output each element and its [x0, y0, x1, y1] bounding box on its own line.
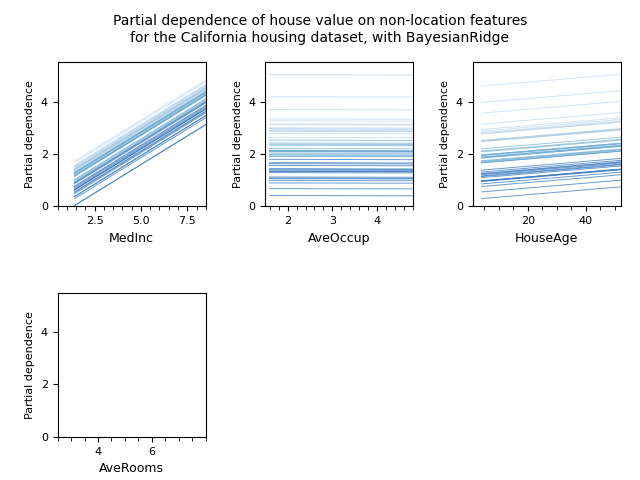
X-axis label: AveOccup: AveOccup: [308, 232, 371, 245]
X-axis label: MedInc: MedInc: [109, 232, 154, 245]
Y-axis label: Partial dependence: Partial dependence: [25, 81, 35, 188]
X-axis label: AveRooms: AveRooms: [99, 462, 164, 475]
Y-axis label: Partial dependence: Partial dependence: [440, 81, 450, 188]
Y-axis label: Partial dependence: Partial dependence: [233, 81, 243, 188]
Y-axis label: Partial dependence: Partial dependence: [25, 311, 35, 419]
X-axis label: HouseAge: HouseAge: [515, 232, 579, 245]
Text: Partial dependence of house value on non-location features
for the California ho: Partial dependence of house value on non…: [113, 14, 527, 45]
